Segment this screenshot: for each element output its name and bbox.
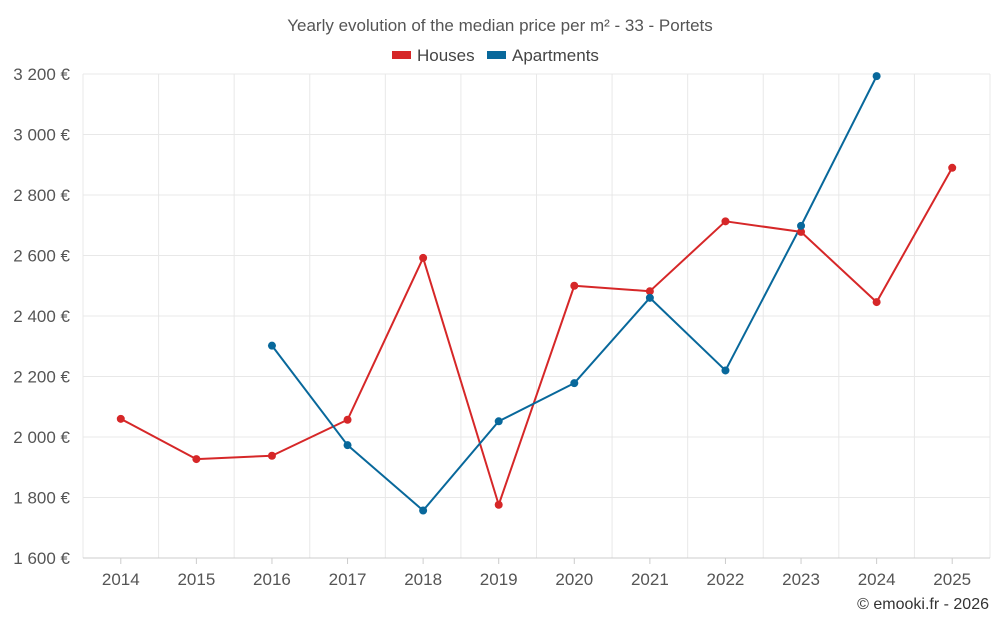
x-tick-label: 2025	[933, 570, 971, 589]
legend-swatch-apartments	[487, 51, 506, 59]
y-axis: 1 600 € 1 800 € 2 000 € 2 200 € 2 400 € 2 600…	[13, 65, 70, 568]
data-point-houses[interactable]	[419, 253, 428, 262]
data-point-houses[interactable]	[797, 227, 806, 236]
data-point-apartments[interactable]	[570, 379, 579, 388]
data-point-apartments[interactable]	[721, 366, 730, 375]
x-tick-label: 2014	[102, 570, 140, 589]
series-points	[116, 72, 957, 515]
credit-text: © emooki.fr - 2026	[857, 596, 989, 613]
data-point-houses[interactable]	[267, 451, 276, 460]
y-tick-label: 2 400 €	[13, 307, 70, 326]
y-tick-label: 2 200 €	[13, 368, 70, 387]
y-tick-label: 1 600 €	[13, 549, 70, 568]
data-point-houses[interactable]	[116, 414, 125, 423]
data-point-apartments[interactable]	[645, 293, 654, 302]
x-tick-label: 2022	[707, 570, 745, 589]
x-tick-label: 2015	[177, 570, 215, 589]
x-tick-label: 2021	[631, 570, 669, 589]
x-tick-label: 2020	[555, 570, 593, 589]
x-tick-label: 2017	[329, 570, 367, 589]
legend-label-apartments: Apartments	[512, 46, 599, 65]
data-point-apartments[interactable]	[267, 341, 276, 350]
y-tick-label: 2 000 €	[13, 428, 70, 447]
data-point-apartments[interactable]	[343, 441, 352, 450]
legend-label-houses: Houses	[417, 46, 475, 65]
grid	[82, 73, 991, 559]
data-point-houses[interactable]	[721, 217, 730, 226]
x-tick-label: 2023	[782, 570, 820, 589]
y-tick-label: 3 200 €	[13, 65, 70, 84]
legend: Houses Apartments	[392, 46, 599, 65]
y-tick-label: 3 000 €	[13, 126, 70, 145]
legend-item-apartments[interactable]: Apartments	[487, 46, 599, 65]
x-tick-label: 2016	[253, 570, 291, 589]
data-point-apartments[interactable]	[419, 506, 428, 515]
x-tick-label: 2019	[480, 570, 518, 589]
chart-title: Yearly evolution of the median price per…	[287, 16, 713, 35]
x-tick-label: 2018	[404, 570, 442, 589]
data-point-houses[interactable]	[872, 298, 881, 307]
data-point-houses[interactable]	[494, 500, 503, 509]
data-point-apartments[interactable]	[494, 417, 503, 426]
data-point-houses[interactable]	[570, 281, 579, 290]
y-tick-label: 1 800 €	[13, 489, 70, 508]
x-axis: 2014 2015 2016 2017 2018 2019 2020 2021 2022 2023…	[102, 558, 971, 589]
y-tick-label: 2 600 €	[13, 247, 70, 266]
data-point-houses[interactable]	[343, 415, 352, 424]
legend-item-houses[interactable]: Houses	[392, 46, 475, 65]
data-point-apartments[interactable]	[872, 72, 881, 81]
x-tick-label: 2024	[858, 570, 896, 589]
legend-swatch-houses	[392, 51, 411, 59]
data-point-houses[interactable]	[192, 455, 201, 464]
series-line-apartments	[271, 75, 878, 512]
data-point-apartments[interactable]	[797, 221, 806, 230]
series-line-houses	[120, 167, 954, 506]
data-point-houses[interactable]	[645, 287, 654, 296]
y-tick-label: 2 800 €	[13, 186, 70, 205]
data-point-houses[interactable]	[948, 163, 957, 172]
